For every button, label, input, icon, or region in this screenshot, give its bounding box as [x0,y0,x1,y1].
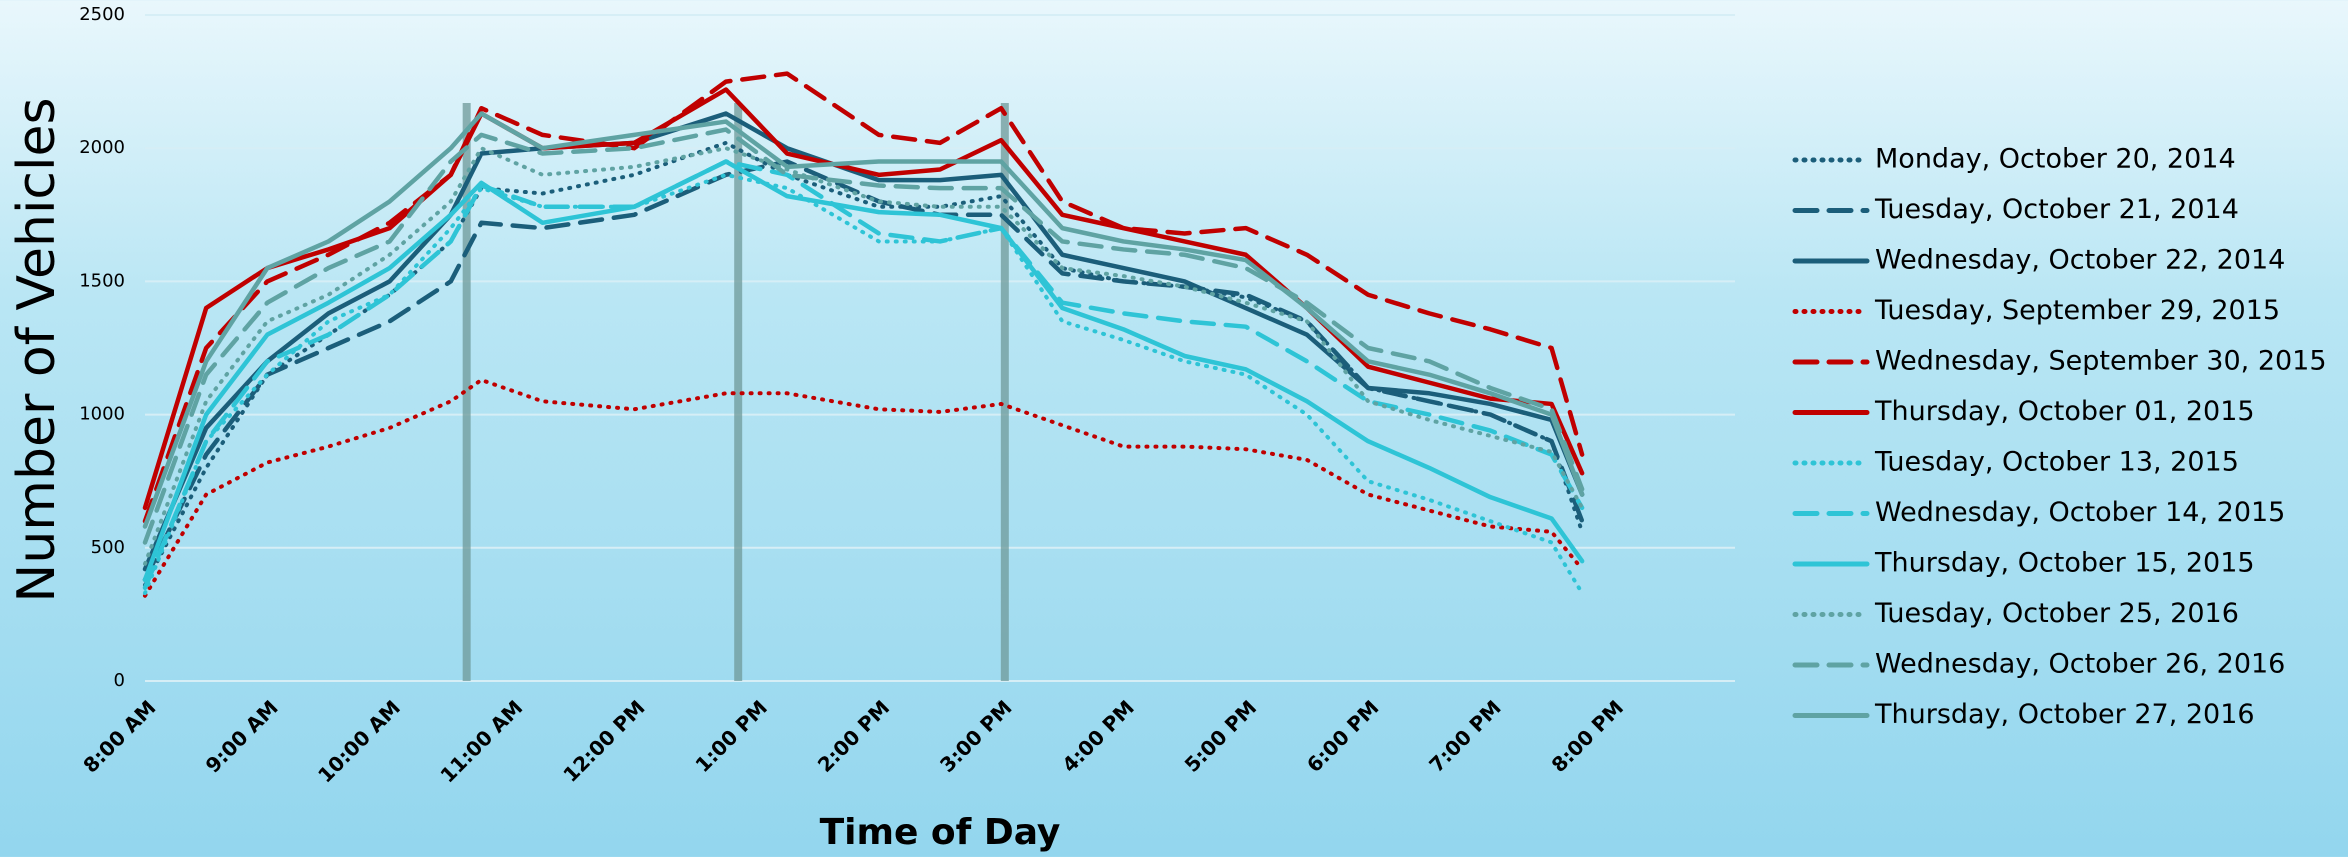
series-line [142,159,1585,591]
x-tick-label: 8:00 PM [1547,695,1629,777]
legend-label: Thursday, October 01, 2015 [1874,396,2255,427]
x-tick-label: 1:00 PM [690,695,772,777]
series-line [142,127,1585,545]
x-tick-label: 6:00 PM [1302,695,1384,777]
legend-label: Tuesday, October 25, 2016 [1874,598,2239,629]
x-tick-label: 7:00 PM [1424,695,1506,777]
legend-label: Tuesday, October 13, 2015 [1874,447,2239,478]
x-tick-label: 3:00 PM [935,695,1017,777]
legend-label: Tuesday, October 21, 2014 [1874,194,2239,225]
series-line [142,159,1585,583]
legend-label: Wednesday, October 22, 2014 [1875,245,2285,276]
legend-label: Tuesday, September 29, 2015 [1874,295,2280,326]
y-tick-label: 2500 [79,4,125,25]
x-tick-label: 10:00 AM [313,695,405,787]
legend-label: Wednesday, October 26, 2016 [1875,649,2285,680]
y-tick-label: 0 [114,670,125,691]
legend-label: Thursday, October 15, 2015 [1874,548,2255,579]
x-tick-label: 9:00 AM [201,695,283,777]
series-line [142,87,1585,511]
x-tick-label: 4:00 PM [1057,695,1139,777]
legend-label: Monday, October 20, 2014 [1875,144,2236,175]
x-axis-title: Time of Day [820,812,1061,853]
x-tick-label: 2:00 PM [813,695,895,777]
series-line [142,71,1585,524]
series-line [142,159,1585,583]
x-tick-label: 8:00 AM [78,695,160,777]
y-tick-label: 1000 [79,404,125,425]
series-line [142,111,1585,529]
x-tick-label: 11:00 AM [435,695,527,787]
legend-label: Wednesday, September 30, 2015 [1875,346,2327,377]
x-tick-label: 12:00 PM [558,695,649,786]
legend-label: Wednesday, October 14, 2015 [1875,497,2285,528]
series-line [142,111,1585,572]
y-axis-title: Number of Vehicles [7,97,67,602]
legend-label: Thursday, October 27, 2016 [1874,699,2255,730]
y-tick-label: 2000 [79,137,125,158]
series-line [143,172,1585,596]
x-tick-label: 5:00 PM [1180,695,1262,777]
series-line [143,377,1585,598]
series-line [143,146,1585,566]
y-tick-label: 500 [91,537,125,558]
y-tick-label: 1500 [79,270,125,291]
